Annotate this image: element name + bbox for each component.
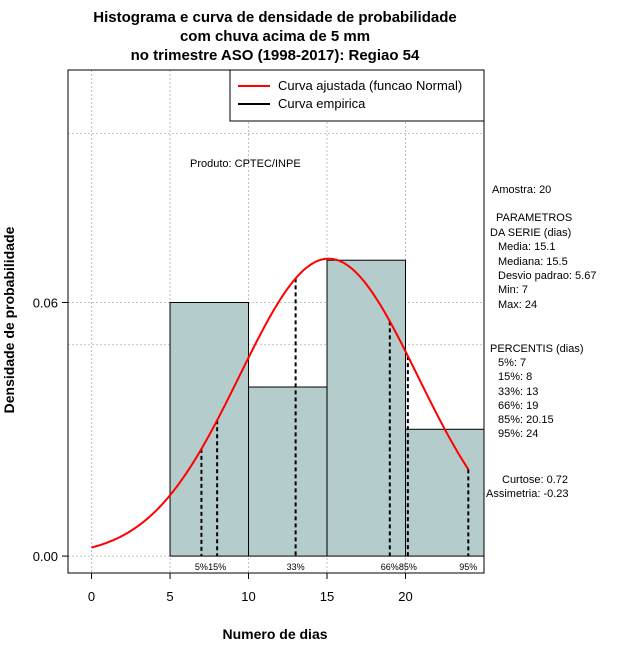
parametros-subtitle: DA SERIE (dias) <box>490 227 571 239</box>
y-axis-title: Densidade de probabilidade <box>1 226 17 413</box>
x-tick-label: 15 <box>320 589 334 604</box>
normal-curve <box>91 257 470 549</box>
histogram-bar <box>326 259 407 557</box>
produto-label: Produto: CPTEC/INPE <box>190 158 301 170</box>
normal-curve-line <box>91 257 470 549</box>
histogram-bars <box>169 259 485 557</box>
chart-title-line-2: com chuva acima de 5 mm <box>180 28 370 45</box>
percentil-66: 66%: 19 <box>498 400 538 412</box>
x-tick-label: 0 <box>88 589 95 604</box>
percentile-label: 66% <box>381 562 399 572</box>
parametro-mediana: Mediana: 15.5 <box>498 256 568 268</box>
parametro-media: Media: 15.1 <box>498 241 555 253</box>
parametro-max: Max: 24 <box>498 299 537 311</box>
percentil-85: 85%: 20.15 <box>498 414 554 426</box>
percentile-lines <box>200 278 470 557</box>
x-tick-label: 10 <box>241 589 255 604</box>
statistics-panel: Amostra: 20 PARAMETROS DA SERIE (dias) M… <box>486 184 596 500</box>
x-tick-label: 20 <box>398 589 412 604</box>
y-tick-label: 0.00 <box>33 549 58 564</box>
assimetria-label: Assimetria: -0.23 <box>486 488 569 500</box>
legend-label-empirical: Curva empirica <box>278 96 366 111</box>
x-axis-title: Numero de dias <box>222 626 327 642</box>
chart-title-line-3: no trimestre ASO (1998-2017): Regiao 54 <box>131 47 420 64</box>
y-tick-label: 0.06 <box>33 295 58 310</box>
parametro-desvio: Desvio padrao: 5.67 <box>498 270 596 282</box>
percentile-label: 15% <box>208 562 226 572</box>
percentile-label: 5% <box>195 562 208 572</box>
chart-title-line-1: Histograma e curva de densidade de proba… <box>93 9 456 26</box>
legend-box <box>229 69 485 122</box>
percentil-95: 95%: 24 <box>498 428 538 440</box>
histogram-bar <box>169 301 250 557</box>
percentile-label: 33% <box>287 562 305 572</box>
legend: Curva ajustada (funcao Normal) Curva emp… <box>229 69 485 122</box>
percentile-label: 85% <box>399 562 417 572</box>
curtose-label: Curtose: 0.72 <box>502 474 568 486</box>
amostra-label: Amostra: 20 <box>492 184 551 196</box>
x-tick-label: 5 <box>166 589 173 604</box>
percentis-title: PERCENTIS (dias) <box>490 343 584 355</box>
percentile-labels: 5% 15% 33% 66% 85% 95% <box>195 562 477 572</box>
percentil-33: 33%: 13 <box>498 386 538 398</box>
percentile-label: 95% <box>459 562 477 572</box>
parametros-title: PARAMETROS <box>496 212 572 224</box>
histogram-bar <box>248 386 328 557</box>
legend-label-normal: Curva ajustada (funcao Normal) <box>278 78 462 93</box>
histogram-bar <box>405 428 485 557</box>
percentil-5: 5%: 7 <box>498 357 526 369</box>
parametro-min: Min: 7 <box>498 284 528 296</box>
percentil-15: 15%: 8 <box>498 371 532 383</box>
